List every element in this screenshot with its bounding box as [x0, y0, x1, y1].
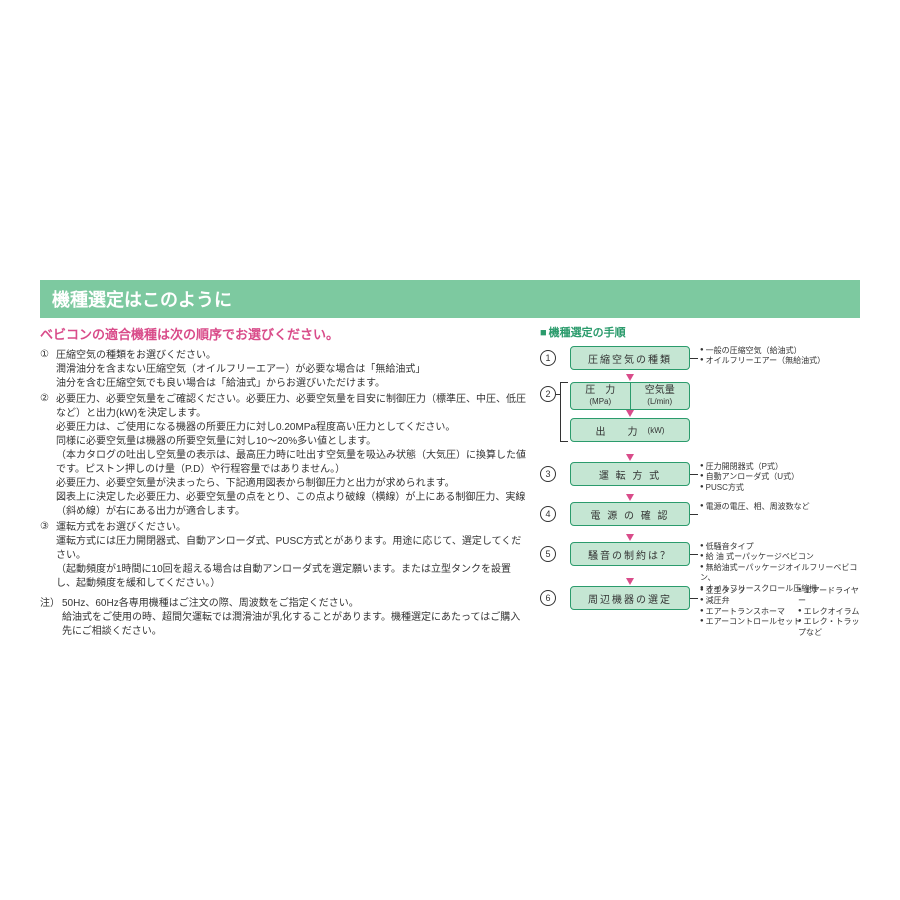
- right-column: 機種選定の手順 1 圧縮空気の種類一般の圧縮空気（給油式）オイルフリーエアー（無給…: [540, 324, 860, 639]
- flow-box: 騒音の制約は？: [570, 542, 690, 566]
- item-text: 運転方式をお選びください。運転方式には圧力開閉器式、自動アンローダ式、PUSC方…: [56, 521, 530, 591]
- flow-step-number: 4: [540, 506, 556, 522]
- flow-side-notes: 立型タンク減圧弁エアートランスホーマエアーコントロールセット: [700, 586, 801, 628]
- flow-step-number: 5: [540, 546, 556, 562]
- note-text: 50Hz、60Hz各専用機種はご注文の際、周波数をご指定ください。給油式をご使用…: [62, 597, 530, 639]
- flow-box: 電 源 の 確 認: [570, 502, 690, 526]
- flow-box: 圧縮空気の種類: [570, 346, 690, 370]
- flow-box: 運 転 方 式: [570, 462, 690, 486]
- flow-step-number: 2: [540, 386, 556, 402]
- flow-step-number: 6: [540, 590, 556, 606]
- left-column: ベビコンの適合機種は次の順序でお選びください。 ①圧縮空気の種類をお選びください…: [40, 324, 530, 639]
- flow-side-notes: 一般の圧縮空気（給油式）オイルフリーエアー（無給油式）: [700, 346, 825, 367]
- item-text: 圧縮空気の種類をお選びください。潤滑油分を含まない圧縮空気（オイルフリーエアー）…: [56, 349, 530, 391]
- flow-arrow-icon: [626, 374, 634, 381]
- flow-arrow-icon: [626, 454, 634, 461]
- flow-side-notes: 圧力開閉器式（P式）自動アンローダ式（U式）PUSC方式: [700, 462, 799, 493]
- flow-box: 周辺機器の選定: [570, 586, 690, 610]
- flow-box: 圧 力(MPa)空気量(L/min): [570, 382, 690, 410]
- instruction-list: ①圧縮空気の種類をお選びください。潤滑油分を含まない圧縮空気（オイルフリーエアー…: [40, 349, 530, 591]
- flow-side-notes-2: エアードライヤーエレクオイラムエレク・トラップなど: [798, 586, 860, 638]
- note-label: 注）: [40, 597, 60, 639]
- subtitle: ベビコンの適合機種は次の順序でお選びください。: [40, 324, 530, 343]
- flow-arrow-icon: [626, 410, 634, 417]
- item-number: ③: [40, 521, 54, 591]
- flow-diagram: 1 圧縮空気の種類一般の圧縮空気（給油式）オイルフリーエアー（無給油式） 2 圧 力(…: [540, 346, 860, 626]
- item-number: ②: [40, 393, 54, 519]
- flow-arrow-icon: [626, 534, 634, 541]
- flow-arrow-icon: [626, 494, 634, 501]
- flow-step-number: 1: [540, 350, 556, 366]
- item-text: 必要圧力、必要空気量をご確認ください。必要圧力、必要空気量を目安に制御圧力（標準…: [56, 393, 530, 519]
- flow-box: 出 力(kW): [570, 418, 690, 442]
- note: 注） 50Hz、60Hz各専用機種はご注文の際、周波数をご指定ください。給油式を…: [40, 597, 530, 639]
- flow-title: 機種選定の手順: [540, 324, 860, 340]
- item-number: ①: [40, 349, 54, 391]
- flow-step-number: 3: [540, 466, 556, 482]
- title-band: 機種選定はこのように: [40, 280, 860, 318]
- flow-side-notes: 電源の電圧、相、周波数など: [700, 502, 810, 512]
- flow-arrow-icon: [626, 578, 634, 585]
